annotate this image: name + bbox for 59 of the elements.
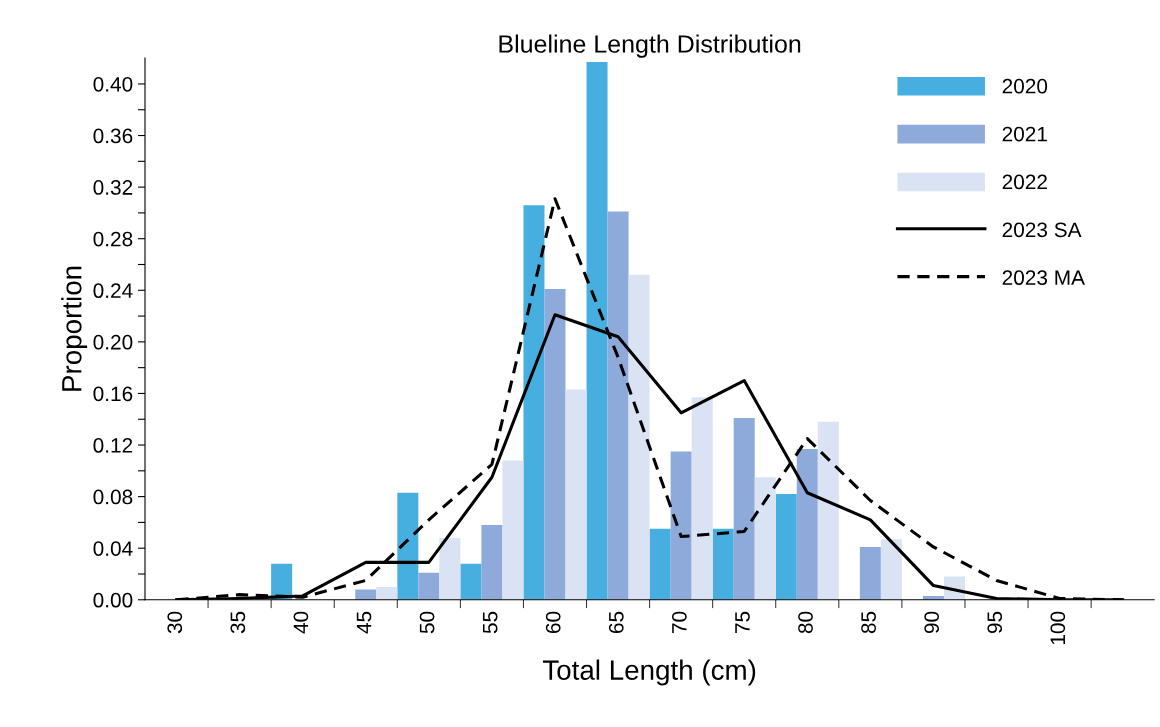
legend-label: 2023 MA bbox=[1002, 270, 1085, 286]
bar bbox=[733, 417, 755, 600]
bar bbox=[775, 494, 797, 600]
y-tick-label: 0.32 bbox=[93, 180, 133, 195]
x-tick-label: 95 bbox=[987, 611, 1003, 634]
y-tick-label: 0.12 bbox=[93, 438, 133, 453]
y-tick-label: 0.40 bbox=[93, 76, 133, 92]
y-tick-label: 0.24 bbox=[93, 283, 133, 299]
x-tick-label: 100 bbox=[1050, 611, 1066, 645]
bar bbox=[439, 537, 461, 600]
x-tick-label: 55 bbox=[482, 611, 498, 634]
x-tick-label: 30 bbox=[167, 611, 183, 634]
legend-label: 2021 bbox=[1002, 126, 1047, 142]
bar bbox=[754, 477, 776, 600]
y-tick-label: 0.08 bbox=[93, 489, 133, 505]
x-tick-label: 60 bbox=[545, 611, 561, 633]
x-tick-label: 75 bbox=[735, 611, 750, 633]
legend-label: 2023 SA bbox=[1002, 222, 1082, 238]
bar bbox=[460, 563, 482, 600]
chart-title: Blueline Length Distribution bbox=[499, 34, 801, 58]
legend-label: 2022 bbox=[1002, 174, 1047, 190]
bar bbox=[712, 528, 734, 600]
bar bbox=[607, 211, 629, 600]
bar bbox=[796, 448, 818, 600]
bar bbox=[523, 205, 545, 600]
bar bbox=[502, 460, 524, 600]
x-tick-label: 35 bbox=[230, 611, 246, 634]
bar bbox=[376, 586, 398, 600]
y-tick-label: 0.28 bbox=[93, 231, 133, 247]
bar bbox=[859, 546, 881, 600]
legend-label: 2020 bbox=[1002, 78, 1048, 94]
bar bbox=[649, 528, 671, 600]
y-tick-label: 0.36 bbox=[93, 128, 133, 144]
bar bbox=[565, 389, 587, 600]
bar bbox=[670, 451, 692, 600]
x-tick-label: 80 bbox=[798, 611, 813, 634]
x-tick-label: 50 bbox=[419, 611, 435, 634]
x-tick-label: 40 bbox=[293, 611, 309, 634]
x-tick-label: 90 bbox=[924, 611, 940, 634]
bar bbox=[628, 274, 650, 600]
bar bbox=[817, 421, 839, 600]
bar bbox=[418, 572, 440, 600]
y-tick-label: 0.00 bbox=[93, 592, 133, 608]
bar bbox=[544, 288, 566, 600]
y-tick-label: 0.20 bbox=[93, 334, 133, 350]
x-tick-label: 85 bbox=[861, 611, 876, 634]
x-tick-label: 45 bbox=[356, 611, 372, 634]
y-axis-title: Proportion bbox=[61, 266, 88, 391]
y-tick-label: 0.16 bbox=[93, 386, 133, 402]
bar bbox=[880, 539, 902, 600]
bar bbox=[691, 397, 713, 600]
bar bbox=[355, 589, 377, 600]
bar bbox=[481, 524, 503, 600]
x-tick-label: 65 bbox=[608, 611, 624, 633]
x-tick-label: 70 bbox=[671, 611, 687, 633]
bar bbox=[586, 62, 608, 600]
x-axis-title: Total Length (cm) bbox=[542, 659, 756, 686]
y-tick-label: 0.04 bbox=[93, 541, 133, 556]
bar bbox=[397, 492, 419, 600]
